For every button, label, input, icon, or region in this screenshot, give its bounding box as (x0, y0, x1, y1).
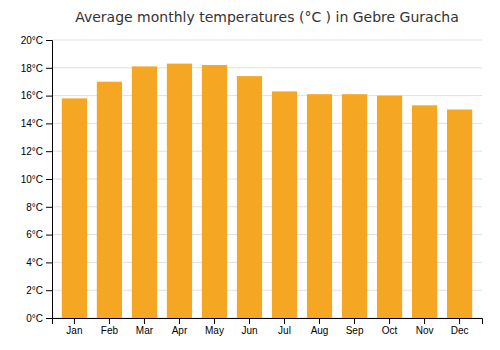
bar (202, 65, 227, 318)
tick-label: Apr (172, 325, 188, 336)
tick-label: 18°C (21, 63, 43, 74)
bar (167, 64, 192, 318)
x-axis: Jan Feb Mar Apr May Jun Jul Aug Sep Oct Nov Dec (53, 318, 483, 336)
grid-line (52, 40, 482, 41)
tick-mark (319, 318, 320, 324)
tick-label: Jul (278, 325, 291, 336)
tick-mark (46, 96, 52, 97)
tick-mark (46, 40, 52, 41)
y-axis: 0°C 2°C 4°C 6°C 8°C 10°C 12°C 14°C 16°C 18°C 20°C (21, 35, 53, 324)
tick-label: 10°C (21, 174, 43, 185)
chart: 0°C 2°C 4°C 6°C 8°C 10°C 12°C 14°C 16°C 18°C 20°C J… (0, 0, 500, 350)
tick-label: Jan (66, 325, 82, 336)
tick-mark (46, 262, 52, 263)
tick-mark (46, 123, 52, 124)
grid (52, 40, 482, 318)
tick-mark (354, 318, 355, 324)
tick: Apr (172, 318, 188, 336)
tick-mark (46, 207, 52, 208)
tick: 16°C (21, 90, 52, 101)
tick: 12°C (21, 146, 52, 157)
axis-domain (46, 41, 53, 319)
grid-line (52, 67, 482, 68)
tick: Oct (382, 318, 398, 336)
tick-label: Feb (101, 325, 119, 336)
tick: 20°C (21, 35, 52, 46)
tick-label: 16°C (21, 90, 43, 101)
tick: 8°C (26, 202, 52, 213)
tick-mark (46, 318, 52, 319)
tick-label: 2°C (26, 285, 43, 296)
tick-mark (249, 318, 250, 324)
tick-label: Dec (451, 325, 469, 336)
title: Average monthly temperatures (°C ) in Ge… (75, 9, 459, 25)
tick: 0°C (26, 313, 52, 324)
tick-mark (46, 68, 52, 69)
tick-mark (424, 318, 425, 324)
tick: 2°C (26, 285, 52, 296)
tick: 4°C (26, 257, 52, 268)
bar (447, 110, 472, 319)
tick: Mar (136, 318, 154, 336)
tick-mark (46, 151, 52, 152)
bar (97, 82, 122, 318)
bar (132, 66, 157, 318)
bar (307, 94, 332, 318)
tick-label: May (205, 325, 224, 336)
tick-mark (179, 318, 180, 324)
tick-label: Sep (346, 325, 364, 336)
tick: 18°C (21, 63, 52, 74)
tick: 6°C (26, 229, 52, 240)
tick: 14°C (21, 118, 52, 129)
bar (272, 91, 297, 318)
tick-label: Mar (136, 325, 154, 336)
tick-label: 14°C (21, 118, 43, 129)
tick: Feb (101, 318, 119, 336)
bar (237, 76, 262, 318)
tick-mark (109, 318, 110, 324)
tick: Jul (278, 318, 291, 336)
bar (62, 98, 87, 318)
tick-mark (46, 290, 52, 291)
tick: Aug (311, 318, 329, 336)
tick: Sep (346, 318, 364, 336)
axis-domain (53, 319, 483, 325)
tick-mark (46, 179, 52, 180)
tick-mark (74, 318, 75, 324)
tick: May (205, 318, 224, 336)
bar (377, 96, 402, 318)
bars (62, 64, 472, 318)
tick-mark (459, 318, 460, 324)
tick-label: 12°C (21, 146, 43, 157)
tick-label: Oct (382, 325, 398, 336)
tick-label: Aug (311, 325, 329, 336)
tick-label: 4°C (26, 257, 43, 268)
bar (342, 94, 367, 318)
tick-label: 0°C (26, 313, 43, 324)
tick: Jan (66, 318, 82, 336)
bar (412, 105, 437, 318)
tick-mark (284, 318, 285, 324)
tick: Nov (416, 318, 434, 336)
tick-label: Jun (241, 325, 257, 336)
tick-label: 20°C (21, 35, 43, 46)
tick-mark (144, 318, 145, 324)
tick-mark (46, 235, 52, 236)
tick-mark (214, 318, 215, 324)
tick-label: Nov (416, 325, 434, 336)
tick: Dec (451, 318, 469, 336)
tick-label: 6°C (26, 229, 43, 240)
tick: 10°C (21, 174, 52, 185)
tick-mark (389, 318, 390, 324)
tick-label: 8°C (26, 202, 43, 213)
tick: Jun (241, 318, 257, 336)
